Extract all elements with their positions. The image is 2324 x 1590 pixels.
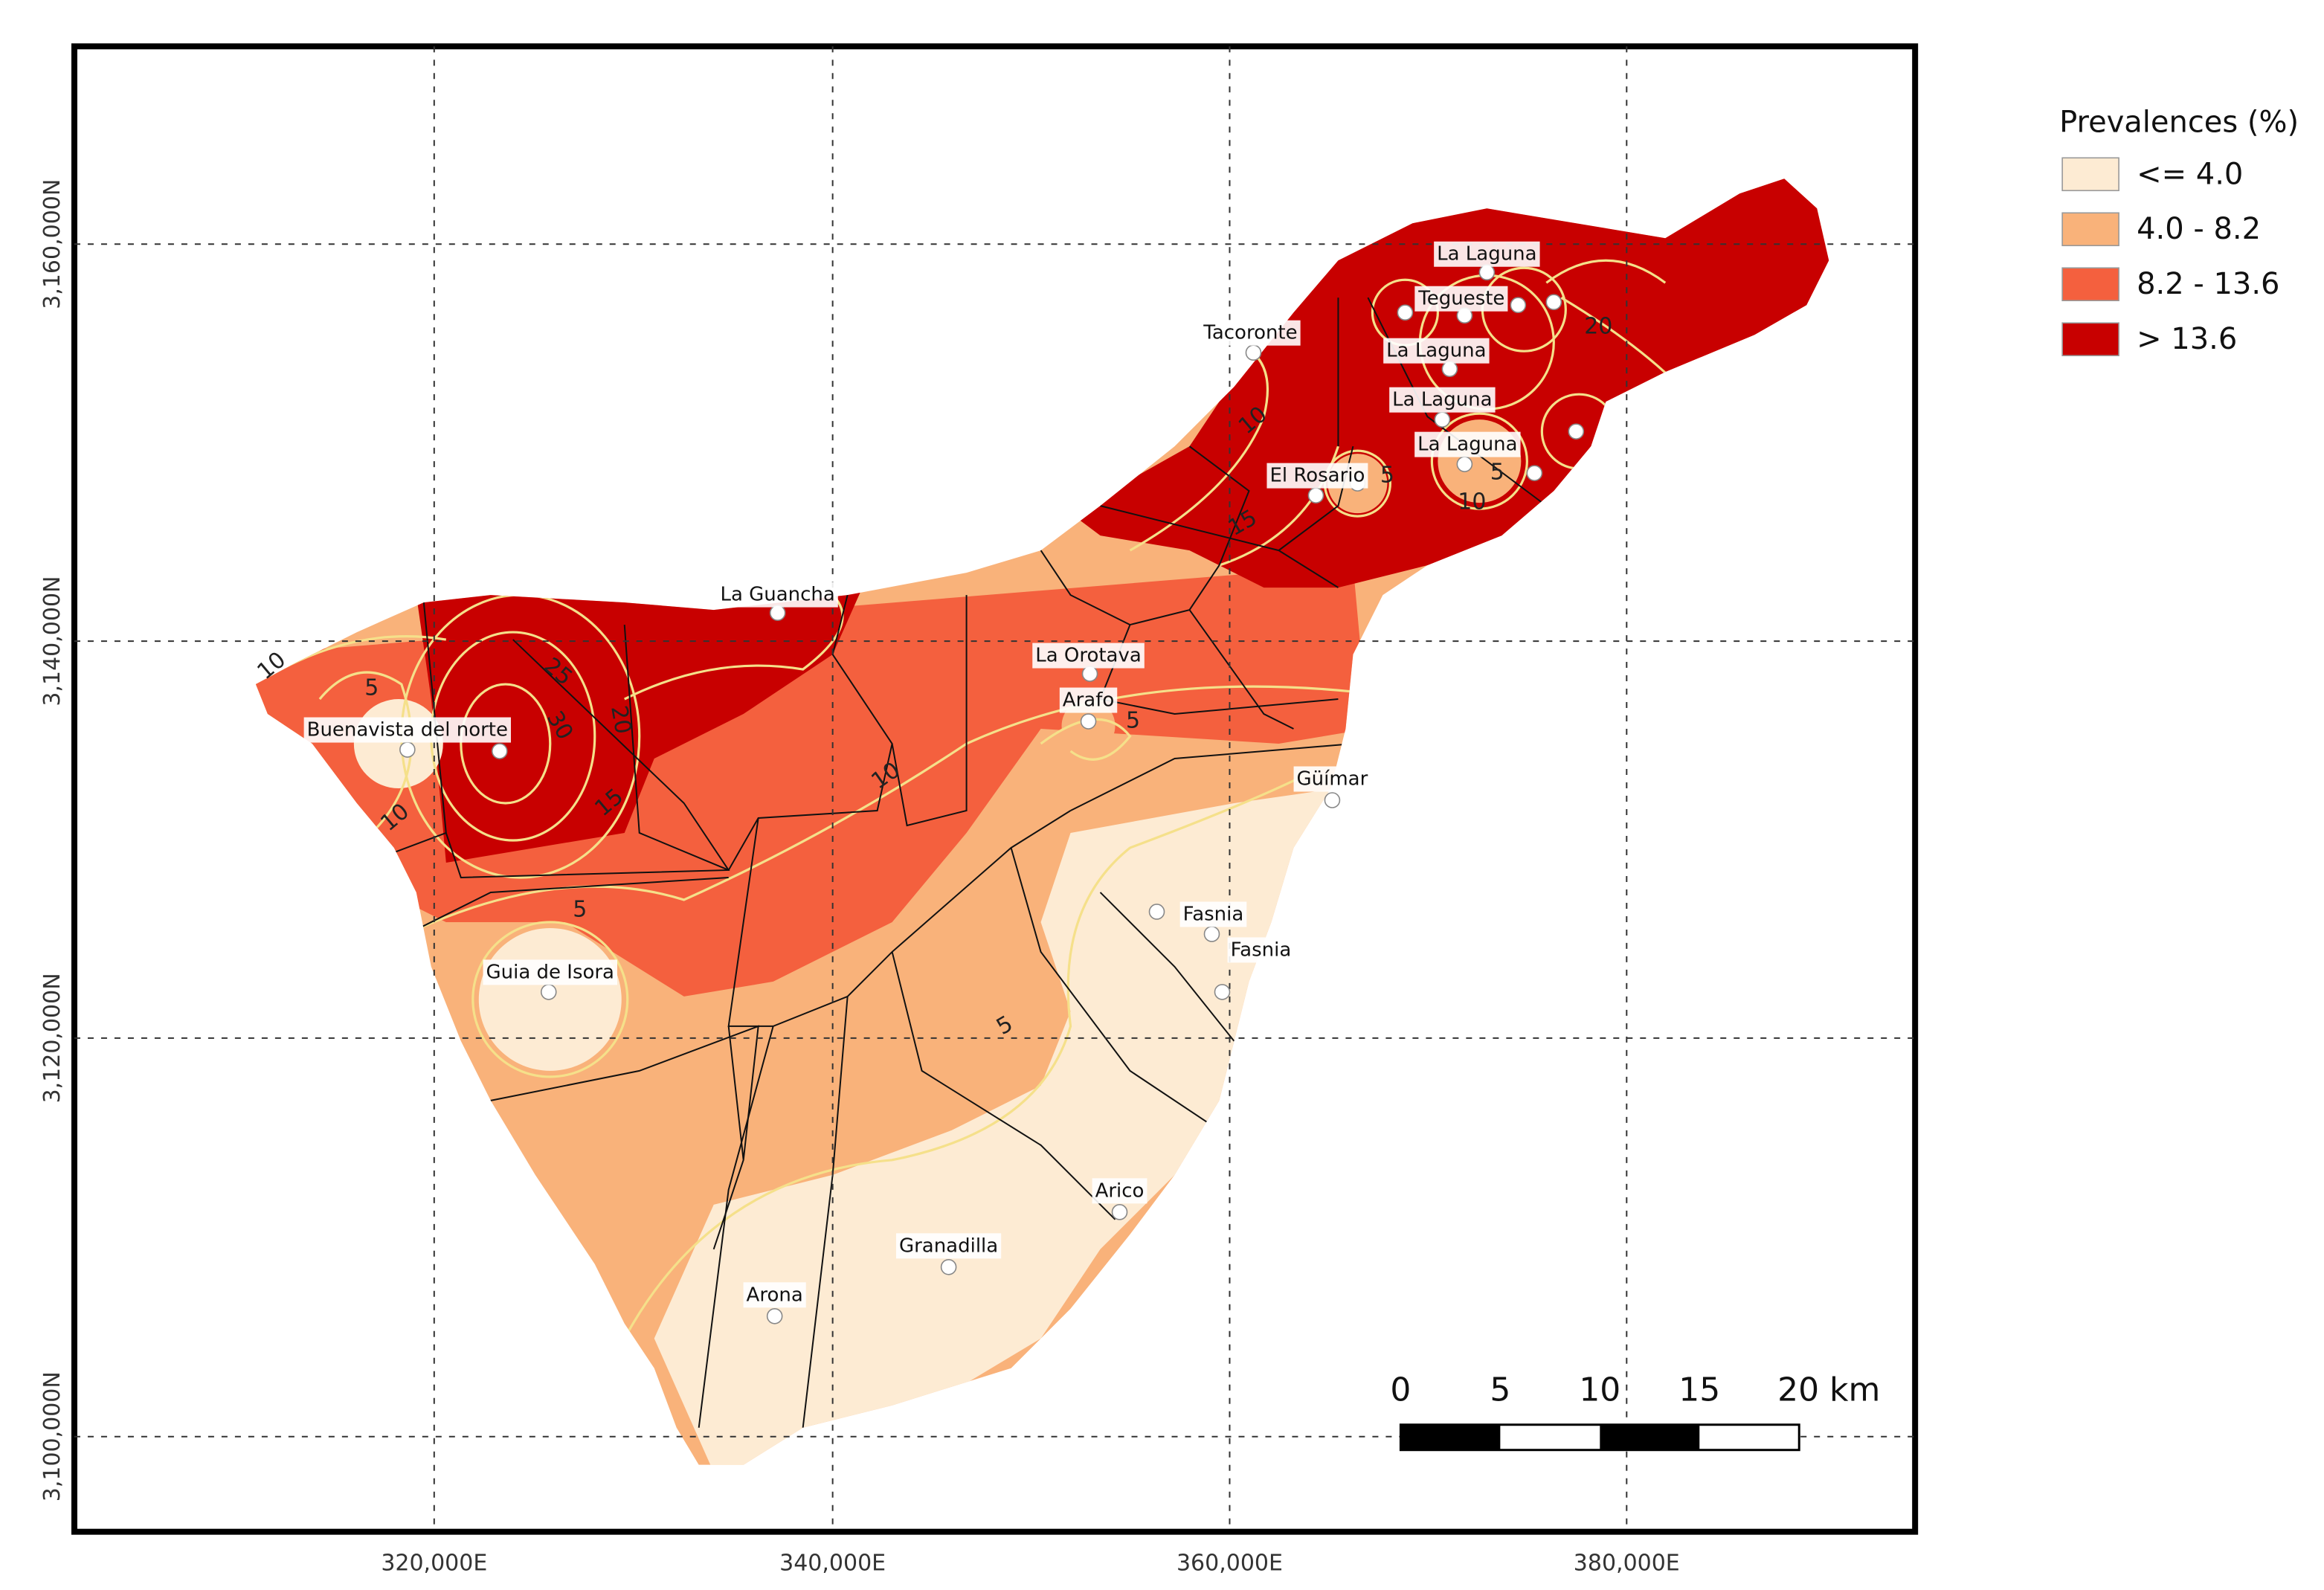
place-label: Arona (747, 1284, 803, 1306)
x-label: 360,000E (1177, 1551, 1283, 1577)
place-label-bg (303, 717, 512, 743)
place-label-bg (895, 1233, 1002, 1259)
place-label-bg (1227, 937, 1295, 963)
legend-label: 8.2 - 13.6 (2137, 267, 2279, 301)
contour-label: 5 (1380, 463, 1394, 489)
scale-label: 15 (1678, 1371, 1720, 1409)
scale-label: 10 (1579, 1371, 1620, 1409)
place-label: Arico (1095, 1179, 1145, 1202)
contour-label: 20 (1584, 314, 1612, 340)
legend-label: > 13.6 (2137, 322, 2237, 356)
x-label: 340,000E (779, 1551, 886, 1577)
place-label-bg (1092, 1178, 1147, 1204)
y-label: 3,120,000N (39, 973, 65, 1103)
place-label: La Laguna (1417, 434, 1517, 456)
scale-label: 5 (1490, 1371, 1510, 1409)
legend-swatch (2061, 322, 2119, 356)
place-label-bg (1414, 431, 1521, 457)
contour-label: 5 (1490, 460, 1504, 486)
scale-bar: 0 5 10 15 20 km (1390, 1371, 1880, 1452)
place-labels: La Laguna Tegueste La Laguna La Laguna L… (303, 241, 1540, 1325)
place-label-bg (1414, 286, 1508, 312)
municipal-borders (386, 297, 1547, 1428)
legend: Prevalences (%) <= 4.0 4.0 - 8.2 8.2 - 13.… (2059, 105, 2299, 356)
contour-label: 5 (573, 896, 587, 922)
x-label: 320,000E (381, 1551, 487, 1577)
place-label-bg (483, 959, 617, 985)
contour-label: 5 (1126, 708, 1140, 734)
place-label: Guia de Isora (486, 961, 614, 983)
place-label-bg (1383, 338, 1490, 364)
zone-low-buenavista (353, 699, 443, 789)
place-label: La Laguna (1392, 389, 1492, 411)
place-label: Fasnia (1231, 939, 1292, 961)
legend-swatch (2061, 267, 2119, 302)
place-label: La Laguna (1386, 340, 1486, 362)
contour-label: 20 (605, 704, 636, 736)
place-label-bg (1200, 320, 1301, 346)
place-label: Buenavista del norte (307, 719, 508, 741)
place-label: La Orotava (1035, 645, 1142, 667)
legend-title: Prevalences (%) (2059, 105, 2299, 139)
place-label-bg (1179, 901, 1247, 927)
y-label: 3,100,000N (39, 1371, 65, 1502)
legend-swatch (2061, 212, 2119, 247)
place-label-bg (1032, 643, 1145, 669)
y-label: 3,160,000N (39, 179, 65, 309)
zone-low-se (654, 788, 1353, 1465)
place-label-bg (1293, 766, 1371, 792)
place-label-bg (743, 1282, 806, 1308)
legend-label: 4.0 - 8.2 (2137, 212, 2261, 246)
place-label: Granadilla (899, 1235, 998, 1257)
y-label: 3,140,000N (39, 576, 65, 707)
place-label: La Guancha (720, 584, 834, 606)
place-label-bg (1266, 463, 1368, 489)
scale-label: 20 km (1777, 1371, 1880, 1409)
place-label: Tegueste (1417, 288, 1504, 310)
place-label: Tacoronte (1203, 322, 1297, 344)
legend-swatch (2061, 157, 2119, 192)
y-axis-labels: 3,160,000N 3,140,000N 3,120,000N 3,100,0… (39, 179, 65, 1502)
scale-label: 0 (1390, 1371, 1411, 1409)
place-label: El Rosario (1269, 465, 1365, 487)
place-label: Arafo (1063, 689, 1114, 712)
legend-label: <= 4.0 (2137, 157, 2243, 191)
x-axis-labels: 320,000E 340,000E 360,000E 380,000E (381, 1551, 1679, 1577)
place-label-bg (1059, 687, 1118, 713)
x-label: 380,000E (1574, 1551, 1680, 1577)
place-label: Fasnia (1183, 903, 1244, 925)
place-label-bg (1389, 387, 1496, 413)
place-label-bg (1434, 241, 1540, 267)
contour-label: 5 (364, 675, 379, 701)
place-label: La Laguna (1437, 243, 1536, 265)
place-label-bg (717, 582, 838, 608)
place-label: Güímar (1297, 768, 1368, 791)
contour-label: 10 (1458, 489, 1486, 515)
